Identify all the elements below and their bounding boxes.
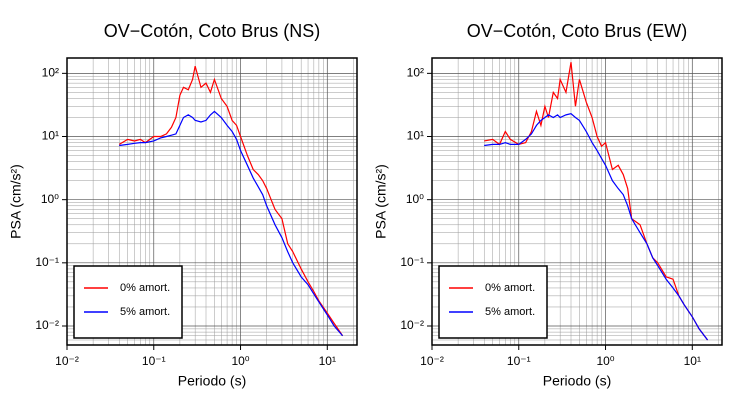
legend-box bbox=[73, 265, 183, 339]
y-tick-label: 10² bbox=[407, 66, 424, 80]
x-tick-label: 10¹ bbox=[684, 354, 701, 368]
y-tick-label: 10¹ bbox=[407, 129, 424, 143]
x-tick-label: 10⁻² bbox=[55, 354, 79, 368]
legend-label: 5% amort. bbox=[120, 306, 170, 318]
y-axis-label: PSA (cm/s²) bbox=[373, 164, 389, 239]
x-axis-label: Periodo (s) bbox=[543, 373, 611, 389]
x-tick-label: 10¹ bbox=[319, 354, 336, 368]
x-tick-label: 10⁰ bbox=[596, 354, 614, 368]
legend-label: 0% amort. bbox=[120, 282, 170, 294]
x-tick-label: 10⁻¹ bbox=[142, 354, 166, 368]
chart-title: OV−Cotón, Coto Brus (NS) bbox=[104, 21, 321, 41]
series-line bbox=[118, 65, 344, 337]
y-tick-label: 10⁰ bbox=[41, 192, 59, 206]
series-line bbox=[484, 113, 709, 341]
plot-frame bbox=[66, 57, 358, 346]
y-tick-label: 10¹ bbox=[42, 129, 59, 143]
chart-title: OV−Cotón, Coto Brus (EW) bbox=[467, 21, 688, 41]
legend-label: 0% amort. bbox=[485, 282, 535, 294]
legend-box bbox=[438, 265, 548, 339]
y-tick-label: 10⁻¹ bbox=[35, 255, 59, 269]
y-tick-label: 10⁻¹ bbox=[400, 255, 424, 269]
x-axis-label: Periodo (s) bbox=[178, 373, 246, 389]
legend-label: 5% amort. bbox=[485, 306, 535, 318]
y-tick-label: 10⁻² bbox=[400, 318, 424, 332]
x-tick-label: 10⁻¹ bbox=[507, 354, 531, 368]
x-tick-label: 10⁰ bbox=[231, 354, 249, 368]
series-line bbox=[119, 110, 344, 337]
y-tick-label: 10⁻² bbox=[35, 318, 59, 332]
y-tick-label: 10² bbox=[42, 66, 59, 80]
plot-frame bbox=[431, 57, 723, 346]
y-tick-label: 10⁰ bbox=[406, 192, 424, 206]
x-tick-label: 10⁻² bbox=[420, 354, 444, 368]
y-axis-label: PSA (cm/s²) bbox=[8, 164, 24, 239]
